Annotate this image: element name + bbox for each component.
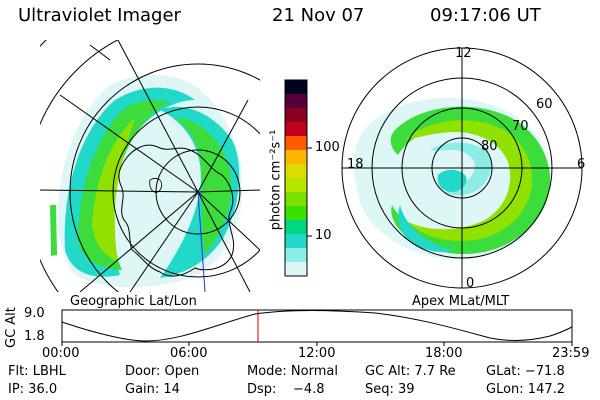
info-glat: GLat: −71.8 xyxy=(486,364,565,379)
mlt-label-0: 0 xyxy=(466,276,475,291)
orbit-xtick-1200: 12:00 xyxy=(298,346,336,361)
orbit-xtick-0000: 00:00 xyxy=(42,346,80,361)
mlt-label-12: 12 xyxy=(455,46,472,61)
orbit-ylabel: GC Alt xyxy=(4,307,19,348)
colorbar-unit-label: photon cm⁻²s⁻¹ xyxy=(268,129,284,231)
instrument-title: Ultraviolet Imager xyxy=(18,5,181,26)
lat-label-60: 60 xyxy=(536,97,553,112)
colorbar xyxy=(284,79,312,277)
orbit-xtick-0600: 06:00 xyxy=(170,346,208,361)
altitude-curve xyxy=(61,310,573,342)
info-ip: IP: 36.0 xyxy=(8,382,58,397)
left-map-caption: Geographic Lat/Lon xyxy=(70,294,197,309)
info-dsp: Dsp: −4.8 xyxy=(247,382,325,397)
coastline xyxy=(118,144,235,277)
mlt-label-6: 6 xyxy=(577,157,586,172)
right-map-caption: Apex MLat/MLT xyxy=(412,294,510,309)
noon-meridian xyxy=(197,191,206,292)
orbit-xtick-1800: 18:00 xyxy=(425,346,463,361)
orbit-ytick-9: 9.0 xyxy=(24,306,45,321)
date-label: 21 Nov 07 xyxy=(272,5,365,26)
lat-label-70: 70 xyxy=(512,119,529,134)
info-gain: Gain: 14 xyxy=(125,382,180,397)
info-gc-alt: GC Alt: 7.7 Re xyxy=(365,364,456,379)
info-door: Door: Open xyxy=(125,364,200,379)
orbit-ytick-1-8: 1.8 xyxy=(24,329,45,344)
info-mode: Mode: Normal xyxy=(247,364,338,379)
geographic-map xyxy=(40,40,260,292)
info-filter: Flt: LBHL xyxy=(8,364,66,379)
time-label: 09:17:06 UT xyxy=(430,5,541,26)
info-seq: Seq: 39 xyxy=(365,382,415,397)
apex-polar-map xyxy=(341,47,583,289)
orbit-xtick-2359: 23:59 xyxy=(552,346,590,361)
info-glon: GLon: 147.2 xyxy=(486,382,566,397)
colorbar-tick-100: 100 xyxy=(315,140,340,155)
colorbar-tick-10: 10 xyxy=(315,228,332,243)
mlt-label-18: 18 xyxy=(347,157,364,172)
lat-label-80: 80 xyxy=(481,139,498,154)
orbit-plot xyxy=(61,309,573,346)
